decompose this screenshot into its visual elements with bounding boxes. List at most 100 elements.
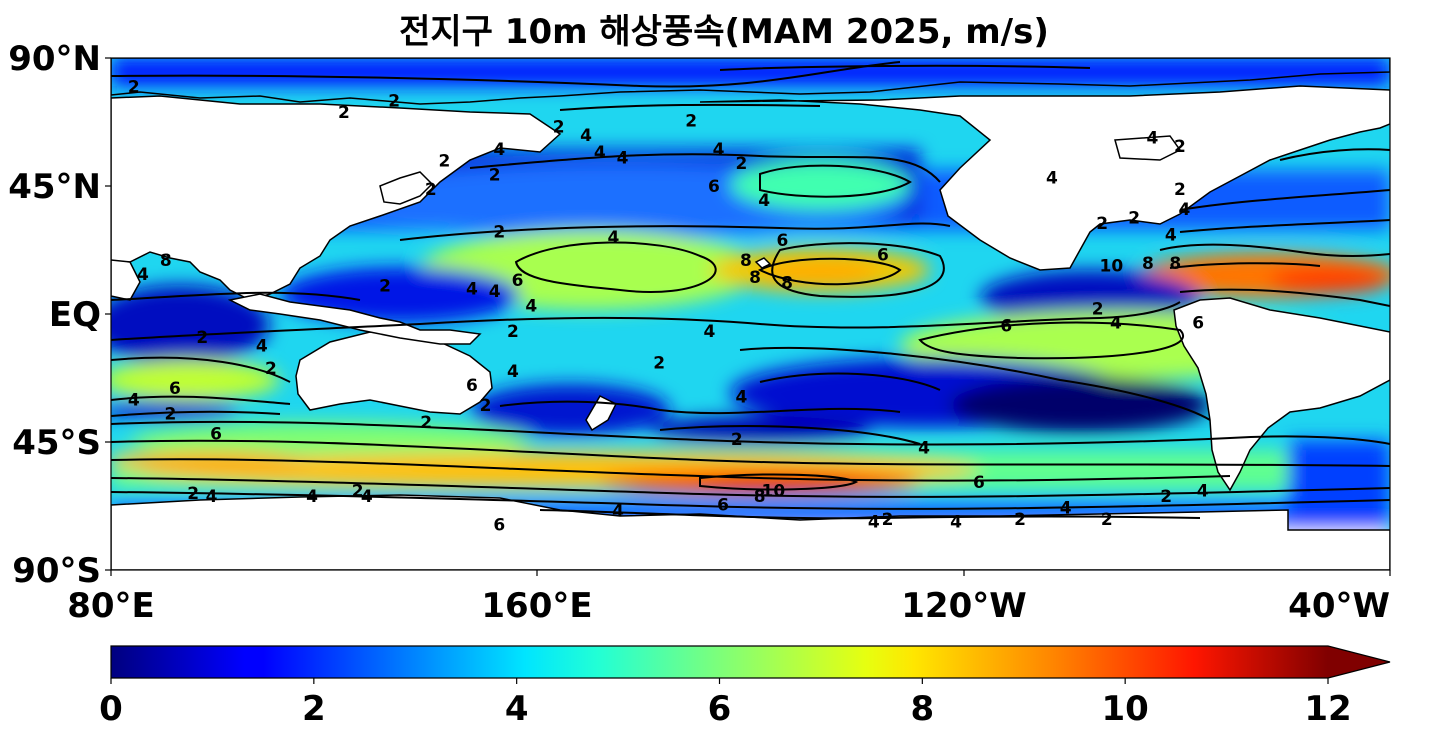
contour-label: 2 [164, 405, 176, 425]
contour-label: 2 [685, 112, 697, 132]
y-tick-label: 45°N [8, 167, 101, 207]
y-tick-label: 90°S [12, 551, 101, 591]
contour-label: 8 [781, 274, 793, 294]
x-tick-label: 80°E [67, 586, 155, 626]
contour-label: 6 [466, 376, 478, 396]
contour-label: 4 [950, 513, 962, 533]
contour-label: 2 [1128, 208, 1140, 228]
contour-label: 2 [653, 353, 665, 373]
contour-label: 4 [493, 140, 505, 160]
contour-label: 2 [388, 92, 400, 112]
contour-label: 4 [608, 228, 620, 248]
contour-label: 2 [1174, 180, 1186, 200]
contour-label: 2 [1174, 137, 1186, 157]
contour-label: 8 [160, 251, 172, 271]
contour-label: 8 [749, 268, 761, 288]
y-tick-label: 90°N [8, 39, 101, 79]
colorbar-outline [110, 645, 1391, 679]
contour-label: 2 [507, 322, 519, 342]
contour-label: 2 [735, 154, 747, 174]
contour-label: 2 [1092, 299, 1104, 319]
contour-label: 2 [338, 103, 350, 123]
contour-label: 4 [1179, 200, 1191, 220]
antarctica-land [111, 494, 1390, 570]
greenland [1114, 135, 1182, 161]
contour-label: 4 [1060, 498, 1072, 518]
hawaii-island [754, 257, 772, 269]
y-axis: 90°N 45°N EQ 45°S 90°S [8, 39, 111, 591]
colorbar-extend-arrow [1328, 646, 1390, 678]
maritime-continent [227, 293, 482, 345]
contour-label: 4 [1197, 481, 1209, 501]
contour-label: 4 [1165, 225, 1177, 245]
x-axis: 80°E 160°E 120°W 40°W [67, 570, 1391, 626]
colorbar-ticks: 0 2 4 6 8 10 12 [99, 678, 1352, 729]
contour-label: 4 [594, 143, 606, 163]
south-america-land [1173, 297, 1390, 492]
contour-label: 6 [717, 496, 729, 516]
contour-label: 4 [1147, 129, 1159, 149]
contour-label: 4 [612, 501, 624, 521]
contour-label: 2 [420, 413, 432, 433]
contour-lines [111, 61, 1390, 520]
colorbar-tick-label: 12 [1304, 689, 1351, 729]
contour-label: 4 [703, 322, 715, 342]
contour-label: 4 [918, 439, 930, 459]
contour-label: 4 [735, 387, 747, 407]
contour-label: 4 [306, 487, 318, 507]
contour-label: 6 [493, 515, 505, 535]
contour-label: 2 [128, 77, 140, 97]
contour-label: 8 [1142, 254, 1154, 274]
contour-label: 6 [1192, 314, 1204, 334]
x-tick-label: 120°W [901, 586, 1026, 626]
contour-label: 4 [525, 296, 537, 316]
contour-label: 4 [617, 149, 629, 169]
contour-label: 2 [553, 117, 565, 137]
contour-label: 2 [439, 151, 451, 171]
contour-label: 6 [512, 271, 524, 291]
colorbar-tick-label: 4 [505, 689, 529, 729]
x-tick-label: 160°E [481, 586, 592, 626]
contour-label: 6 [877, 245, 889, 265]
contour-label: 10 [1100, 257, 1124, 277]
contour-label: 2 [731, 430, 743, 450]
contour-label: 2 [425, 180, 437, 200]
colorbar-tick-label: 8 [910, 689, 934, 729]
contour-label: 6 [210, 424, 222, 444]
contour-label: 2 [196, 328, 208, 348]
contour-label: 2 [480, 396, 492, 416]
contour-label: 4 [489, 282, 501, 302]
contour-label: 8 [754, 487, 766, 507]
contour-label: 4 [1110, 314, 1122, 334]
contour-label: 2 [187, 484, 199, 504]
contour-label: 2 [1096, 214, 1108, 234]
japan-islands [379, 171, 434, 205]
contour-label: 8 [740, 251, 752, 271]
contour-label: 4 [507, 362, 519, 382]
map-title: 전지구 10m 해상풍속(MAM 2025, m/s) [399, 12, 1049, 52]
colorbar-tick-label: 2 [302, 689, 326, 729]
contour-label: 2 [379, 277, 391, 297]
contour-label: 6 [169, 379, 181, 399]
contour-label: 2 [352, 481, 364, 501]
x-tick-label: 40°W [1288, 586, 1390, 626]
land-masses [111, 58, 1390, 570]
asia-land [111, 95, 562, 301]
contour-label: 2 [493, 223, 505, 243]
colorbar-tick-label: 0 [99, 689, 123, 729]
contour-label: 4 [137, 265, 149, 285]
contour-label: 2 [265, 359, 277, 379]
contour-label: 4 [256, 336, 268, 356]
contour-label: 2 [489, 166, 501, 186]
contour-label: 2 [1014, 510, 1026, 530]
y-tick-label: EQ [49, 295, 101, 335]
contour-label: 4 [128, 390, 140, 410]
contour-label: 2 [1101, 510, 1113, 530]
colorbar-gradient [111, 646, 1328, 678]
contour-label: 2 [1160, 487, 1172, 507]
y-tick-label: 45°S [12, 423, 101, 463]
contour-label: 4 [868, 513, 880, 533]
